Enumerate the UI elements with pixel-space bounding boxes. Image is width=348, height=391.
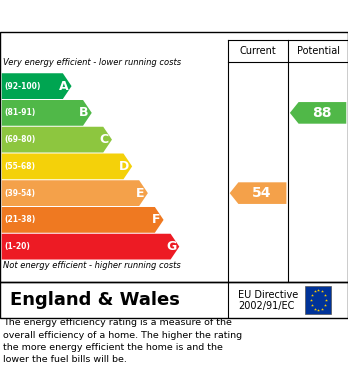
Polygon shape bbox=[2, 73, 72, 99]
Text: Current: Current bbox=[240, 46, 276, 56]
Text: (21-38): (21-38) bbox=[4, 215, 35, 224]
Text: 54: 54 bbox=[252, 186, 271, 200]
Polygon shape bbox=[2, 154, 132, 179]
Text: A: A bbox=[59, 80, 69, 93]
Polygon shape bbox=[2, 234, 179, 260]
Polygon shape bbox=[2, 100, 92, 126]
Text: (55-68): (55-68) bbox=[4, 162, 35, 171]
Text: (69-80): (69-80) bbox=[4, 135, 35, 144]
Text: Very energy efficient - lower running costs: Very energy efficient - lower running co… bbox=[3, 58, 182, 67]
Text: B: B bbox=[79, 106, 89, 119]
Text: (81-91): (81-91) bbox=[4, 108, 35, 117]
Text: D: D bbox=[119, 160, 129, 173]
Polygon shape bbox=[290, 102, 346, 124]
Bar bbox=[306, 285, 331, 314]
Text: G: G bbox=[166, 240, 176, 253]
Text: Energy Efficiency Rating: Energy Efficiency Rating bbox=[10, 9, 232, 23]
Text: (1-20): (1-20) bbox=[4, 242, 30, 251]
Text: 2002/91/EC: 2002/91/EC bbox=[238, 301, 295, 312]
Text: 88: 88 bbox=[312, 106, 331, 120]
Polygon shape bbox=[2, 127, 112, 152]
Text: Potential: Potential bbox=[296, 46, 340, 56]
Text: EU Directive: EU Directive bbox=[238, 290, 299, 300]
Polygon shape bbox=[2, 207, 164, 233]
Polygon shape bbox=[230, 182, 286, 204]
Text: (92-100): (92-100) bbox=[4, 82, 41, 91]
Text: The energy efficiency rating is a measure of the
overall efficiency of a home. T: The energy efficiency rating is a measur… bbox=[3, 318, 243, 364]
Text: (39-54): (39-54) bbox=[4, 188, 35, 197]
Text: C: C bbox=[100, 133, 109, 146]
Polygon shape bbox=[2, 180, 148, 206]
Text: F: F bbox=[151, 213, 160, 226]
Text: Not energy efficient - higher running costs: Not energy efficient - higher running co… bbox=[3, 261, 181, 270]
Text: E: E bbox=[136, 187, 144, 200]
Text: England & Wales: England & Wales bbox=[10, 291, 180, 309]
